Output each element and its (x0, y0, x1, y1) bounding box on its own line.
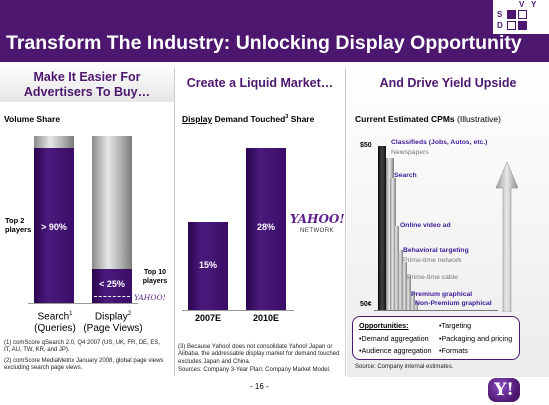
logo-square (507, 21, 516, 30)
label-newspapers: Newspapers (391, 149, 429, 156)
logo-square (507, 10, 516, 19)
corner-logo: V Y S D (493, 0, 549, 34)
logo-letter-v: V (519, 0, 525, 9)
search-bar (34, 148, 74, 303)
sources-note: Sources: Company 3-Year Plan; Company Ma… (178, 367, 331, 373)
yahoo-badge-text: Y! (494, 380, 514, 400)
cpm-baseline (374, 310, 498, 311)
label-online-video: Online video ad (400, 222, 451, 229)
cpm-subhead: Current Estimated CPMs (Illustrative) (355, 114, 501, 124)
label-behavioral: Behavioral targeting (403, 247, 469, 254)
logo-square (518, 21, 527, 30)
col1-header-bg (0, 62, 174, 102)
label-primetime-cable: Prime-time cable (407, 274, 458, 281)
yahoo-badge-icon: Y! (488, 378, 520, 402)
opportunities-title: Opportunities: (359, 321, 409, 330)
bar-2007e-label: 2007E (194, 313, 222, 323)
search-bar-remainder (34, 136, 74, 148)
logo-letter-d: D (497, 21, 503, 30)
cpm-axis-bottom: 50¢ (360, 301, 372, 308)
cpm-bar-primetime-network (402, 262, 407, 310)
chart2-baseline (182, 310, 294, 311)
page-title: Transform The Industry: Unlocking Displa… (6, 32, 522, 54)
cpm-bars (378, 146, 418, 310)
search-bar-value: > 90% (41, 222, 67, 232)
title-band (0, 0, 549, 62)
label-non-premium-graphical: Non-Premium graphical (415, 300, 492, 307)
cpm-bar-video (394, 226, 399, 310)
yahoo-network-label: NETWORK (300, 228, 335, 234)
page-number: - 16 - (250, 382, 269, 391)
opportunity-item: •Demand aggregation (359, 334, 429, 343)
display-bar-value: < 25% (99, 279, 125, 289)
cpm-bar-behavioral (398, 250, 403, 310)
footnote-3: (3) Because Yahoo! does not consolidate … (178, 344, 340, 365)
bar-2010e-label: 2010E (252, 313, 280, 323)
display-category-label: Display2 (Page Views) (83, 311, 143, 335)
opportunities-box: Opportunities: •Demand aggregation •Audi… (352, 316, 520, 360)
col3-heading: And Drive Yield Upside (379, 76, 517, 90)
demand-touched-subhead: Display Demand Touched3 Share (182, 114, 315, 124)
top2-label: Top 2 players (5, 216, 32, 234)
opportunity-item: •Formats (439, 346, 468, 355)
bar-2010e-value: 28% (256, 222, 275, 232)
bar-2010e (246, 148, 286, 310)
opportunity-item: •Audience aggregation (359, 346, 432, 355)
cpm-bar-non-premium (414, 302, 418, 310)
label-classifieds: Classifieds (Jobs, Autos, etc.) (391, 139, 488, 146)
yahoo-network-logo: YAHOO! (290, 212, 345, 226)
logo-square (518, 10, 527, 19)
volume-share-subhead: Volume Share (4, 114, 61, 124)
cpm-bar-search (390, 178, 396, 310)
cpm-bar-primetime-cable (406, 276, 411, 310)
display-bar-divider (94, 296, 130, 297)
chart1-baseline (28, 303, 138, 304)
opportunity-item: •Targeting (439, 321, 472, 330)
display-bar-remainder (92, 136, 132, 269)
yahoo-mini-logo: YAHOO! (134, 293, 166, 302)
cpm-axis-top: $50 (360, 142, 372, 149)
cpm-bar-premium (410, 292, 415, 310)
cpm-source-note: Source: Company internal estimates. (355, 364, 454, 370)
cpm-bar-classifieds (378, 146, 386, 310)
footnote-2: (2) comScore MediaMetrix January 2008, g… (4, 358, 164, 372)
label-primetime-network: Prime-time network (403, 257, 462, 264)
label-premium-graphical: Premium graphical (411, 291, 473, 298)
opportunity-item: •Packaging and pricing (439, 334, 513, 343)
label-search: Search (394, 172, 417, 179)
bar-2007e-value: 15% (198, 260, 217, 270)
top10-label: Top 10 players (142, 269, 168, 285)
search-category-label: Search1 (Queries) (34, 311, 76, 335)
col2-heading: Create a Liquid Market… (186, 76, 334, 90)
logo-letter-s: S (497, 10, 503, 19)
bar-2007e (188, 222, 228, 310)
col1-heading: Make It Easier For Advertisers To Buy… (23, 70, 151, 99)
display-bar (92, 269, 132, 303)
footnote-1: (1) comScore qSearch 2.0, Q4 2007 (US, U… (4, 340, 161, 354)
logo-letter-y: Y (531, 0, 537, 9)
upside-arrow-icon (496, 162, 518, 312)
